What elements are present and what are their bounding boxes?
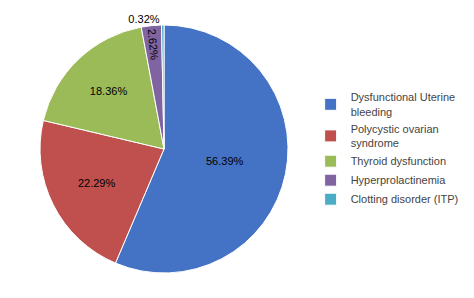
svg-text:22.29%: 22.29%: [78, 177, 116, 189]
svg-text:Dysfunctional Uterinebleeding: Dysfunctional Uterinebleeding: [351, 91, 456, 117]
svg-text:Polycystic ovariansyndrome: Polycystic ovariansyndrome: [351, 123, 439, 149]
svg-text:0.32%: 0.32%: [128, 13, 159, 25]
svg-text:Clotting disorder (ITP): Clotting disorder (ITP): [351, 193, 459, 205]
svg-text:18.36%: 18.36%: [90, 85, 128, 97]
svg-text:2.62%: 2.62%: [146, 28, 161, 60]
svg-text:Hyperprolactinemia: Hyperprolactinemia: [351, 174, 447, 186]
svg-text:56.39%: 56.39%: [206, 155, 244, 167]
svg-text:Thyroid dysfunction: Thyroid dysfunction: [351, 155, 446, 167]
